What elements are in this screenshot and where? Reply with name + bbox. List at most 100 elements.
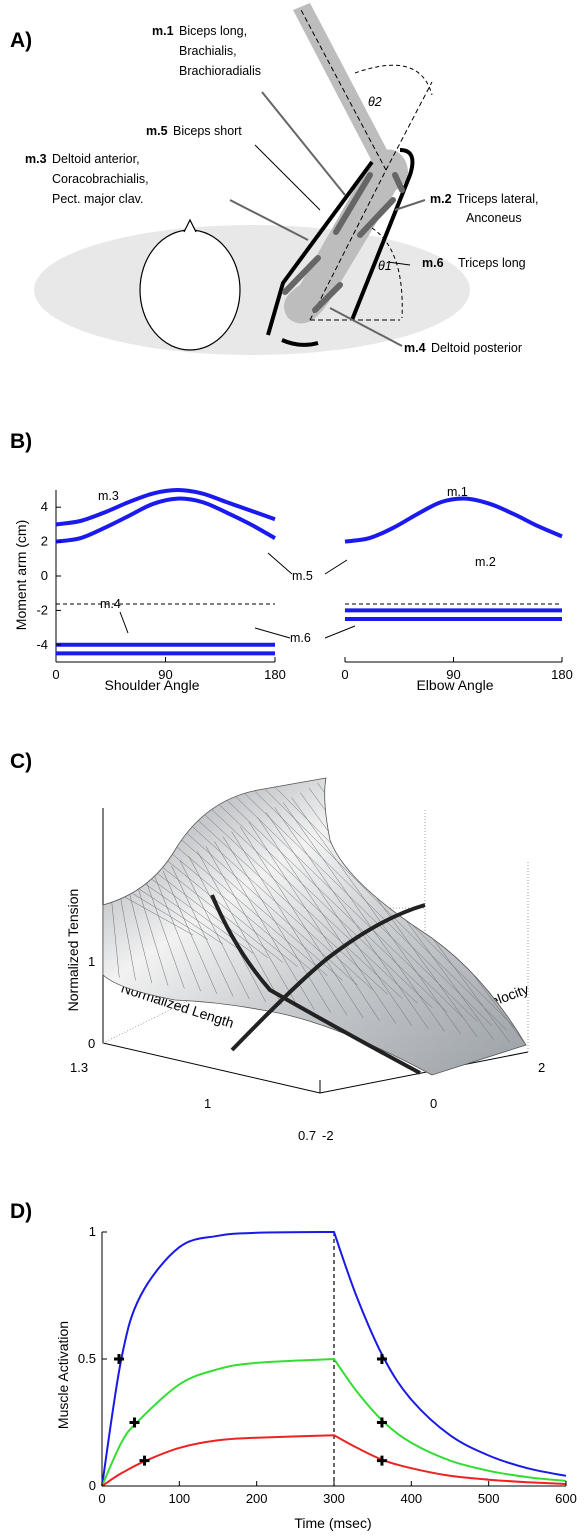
m4-leader <box>329 307 403 347</box>
c-ridge-velocity-curve <box>230 903 426 1052</box>
theta1-symbol: θ1 <box>378 259 392 273</box>
b-right-xtick-label: 90 <box>446 667 460 682</box>
m3-id: m.3 <box>25 152 47 166</box>
d-series-1 <box>101 1357 567 1487</box>
tension-surface-plot <box>102 777 529 1094</box>
theta2-arc <box>354 64 433 96</box>
m3-name-line2: Coracobrachialis, <box>52 172 149 186</box>
d-time-constant-marker <box>376 1354 387 1364</box>
d-ytick-label: 1 <box>89 1224 96 1239</box>
c-mesh-line <box>179 860 250 1000</box>
muscle-activation-plot: 0 100 200 300 400 500 600 0 0.5 1 <box>78 1224 577 1506</box>
c-mesh-line <box>248 821 380 1021</box>
m2-leader <box>394 199 426 211</box>
c-mesh-line <box>162 870 218 994</box>
c-length-tick-2: 0.7 <box>298 1128 316 1143</box>
b-left-series-m3 <box>55 487 276 527</box>
c-mesh-line <box>208 806 418 1004</box>
c-mesh-line <box>145 880 185 989</box>
b-label-m3: m.3 <box>98 489 119 503</box>
m5-id: m.5 <box>146 124 168 138</box>
m1-muscle <box>333 172 373 235</box>
m1-name-line1: Biceps long, <box>179 24 247 38</box>
d-time-constant-marker <box>114 1354 125 1364</box>
b-right-xtick-label: 0 <box>341 667 348 682</box>
c-mesh-line <box>152 848 298 968</box>
d-xtick-label: 100 <box>168 1491 190 1506</box>
c-ridge-length-curve <box>210 894 421 1075</box>
d-xtick-label: 200 <box>246 1491 268 1506</box>
m2-name-line2: Anconeus <box>466 211 522 225</box>
nose-mark <box>183 218 197 233</box>
m2-muscle-tip <box>392 172 405 193</box>
d-xtick-label: 300 <box>323 1491 345 1506</box>
b-left-xtick-label: 180 <box>264 667 286 682</box>
moment-arm-elbow-plot: 0 90 180 <box>341 496 573 682</box>
d-xtick-label: 600 <box>555 1491 577 1506</box>
m3-name-line3: Pect. major clav. <box>52 192 143 206</box>
panel-d-xlabel: Time (msec) <box>294 1515 371 1531</box>
theta1-arc <box>371 227 403 319</box>
elbow-reference <box>385 81 433 171</box>
c-mesh-line <box>282 802 445 1032</box>
c-velocity-tick-1: 0 <box>430 1096 437 1111</box>
b-right-xtick-label: 180 <box>551 667 573 682</box>
panel-a-diagram <box>34 3 470 355</box>
c-mesh-line <box>222 836 331 1013</box>
c-mesh-line <box>111 900 120 978</box>
m6-id: m.6 <box>422 256 444 270</box>
d-ytick-label: 0.5 <box>78 1351 96 1366</box>
moment-arm-shoulder-plot: 0 90 180 -4 -2 0 2 4 <box>36 487 286 682</box>
table-surface <box>34 225 470 355</box>
panel-b-right-xlabel: Elbow Angle <box>416 677 493 693</box>
c-mesh-line <box>240 826 364 1019</box>
m4-name: Deltoid posterior <box>431 341 522 355</box>
d-time-constant-marker <box>376 1417 387 1428</box>
b-left-xtick-label: 0 <box>52 667 59 682</box>
d-xtick-label: 400 <box>400 1491 422 1506</box>
c-mesh-line <box>159 842 313 972</box>
d-time-constant-marker <box>129 1417 140 1428</box>
c-mesh-line <box>231 831 348 1016</box>
panel-c-zlabel: Normalized Tension <box>65 889 81 1012</box>
m6-name: Triceps long <box>458 256 526 270</box>
m6-leader <box>387 261 411 266</box>
c-mesh-line <box>274 807 429 1029</box>
b-left-xtick-label: 90 <box>158 667 172 682</box>
b-left-ytick-label: 2 <box>41 534 48 549</box>
c-mesh-line <box>265 812 413 1027</box>
c-mesh-line <box>201 811 403 999</box>
m1-leader <box>261 91 346 196</box>
m3-muscle <box>282 255 321 295</box>
c-mesh-line <box>222 795 448 1013</box>
panel-a-label: A) <box>10 29 32 52</box>
theta2-symbol: θ2 <box>368 95 382 109</box>
m5-name: Biceps short <box>173 124 242 138</box>
c-mesh-line <box>137 885 169 986</box>
m1-id: m.1 <box>152 24 174 38</box>
c-surface <box>102 777 527 1076</box>
m4-muscle <box>312 282 343 313</box>
c-mesh-line <box>243 780 493 1027</box>
head-outline <box>139 229 241 351</box>
d-xtick-label: 500 <box>478 1491 500 1506</box>
panel-b-left-xlabel: Shoulder Angle <box>105 677 200 693</box>
b-left-ytick-label: -4 <box>36 637 48 652</box>
c-mesh-line <box>154 875 201 992</box>
m2-muscle <box>357 197 396 238</box>
b-left-ytick-label: -2 <box>36 602 48 617</box>
m1-name-line2: Brachialis, <box>179 44 237 58</box>
panel-b-label: B) <box>10 430 32 453</box>
c-mesh-line <box>229 790 463 1017</box>
m2-name-line1: Triceps lateral, <box>457 192 539 206</box>
d-xtick-label: 0 <box>98 1491 105 1506</box>
b-left-ytick-label: 0 <box>41 568 48 583</box>
c-mesh-line <box>187 822 373 990</box>
c-length-tick-1: 1 <box>204 1096 211 1111</box>
m3-name-line1: Deltoid anterior, <box>52 152 140 166</box>
c-mesh-line <box>197 851 283 1005</box>
c-length-tick-0: 1.3 <box>70 1060 88 1075</box>
m4-id: m.4 <box>404 341 426 355</box>
m4-contour <box>281 338 319 347</box>
c-mesh-line <box>128 890 153 984</box>
